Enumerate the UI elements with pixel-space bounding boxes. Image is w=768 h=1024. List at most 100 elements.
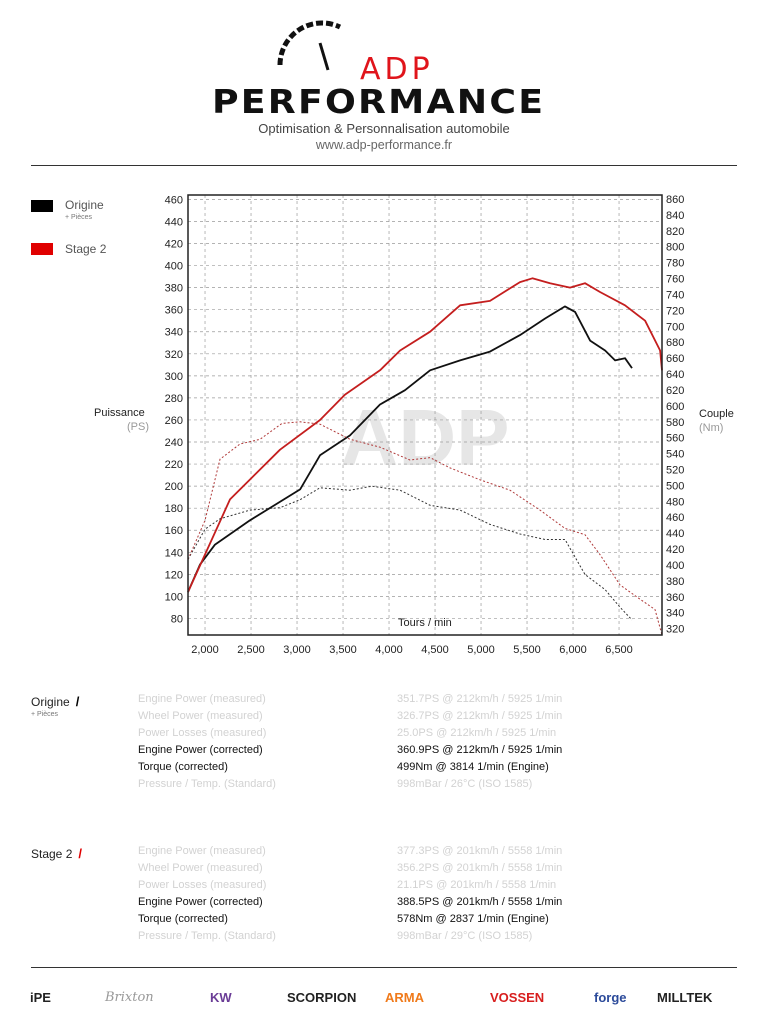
legend-sub-origine: + Pièces xyxy=(65,214,93,221)
origine-torque-line xyxy=(187,485,633,621)
y-left-tick-label: 320 xyxy=(165,349,183,361)
y-right-tick-label: 400 xyxy=(666,560,684,572)
result-label: Engine Power (corrected) xyxy=(138,896,263,908)
y-right-tick-label: 520 xyxy=(666,465,684,477)
result-value: 499Nm @ 3814 1/min (Engine) xyxy=(397,761,549,773)
y-right-tick-label: 620 xyxy=(666,385,684,397)
y-right-tick-label: 560 xyxy=(666,433,684,445)
result-label: Wheel Power (measured) xyxy=(138,710,263,722)
y-right-unit: (Nm) xyxy=(699,422,724,434)
result-value: 351.7PS @ 212km/h / 5925 1/min xyxy=(397,693,563,705)
tagline: Optimisation & Personnalisation automobi… xyxy=(258,121,510,136)
result-value: 25.0PS @ 212km/h / 5925 1/min xyxy=(397,727,557,739)
gauge-icon xyxy=(277,20,342,71)
y-left-tick-label: 100 xyxy=(165,591,183,603)
result-value: 21.1PS @ 201km/h / 5558 1/min xyxy=(397,879,557,891)
y-right-tick-label: 360 xyxy=(666,592,684,604)
y-right-tick-label: 480 xyxy=(666,496,684,508)
legend-swatch-origine xyxy=(31,200,53,212)
y-left-tick-label: 420 xyxy=(165,239,183,251)
y-left-tick-label: 80 xyxy=(171,613,183,625)
sponsor-logo: VOSSEN xyxy=(490,990,545,1005)
y-left-tick-label: 360 xyxy=(165,305,183,317)
y-left-tick-label: 180 xyxy=(165,503,183,515)
result-label: Engine Power (measured) xyxy=(138,845,266,857)
y-right-tick-label: 460 xyxy=(666,512,684,524)
y-left-unit: (PS) xyxy=(127,421,149,433)
y-right-tick-label: 580 xyxy=(666,417,684,429)
sponsor-logo: iPE xyxy=(30,990,51,1005)
dyno-chart: ADP 80 100 120 140 160 180 200 220 240 260 280 300 3… xyxy=(165,194,685,656)
result-label: Power Losses (measured) xyxy=(138,879,267,891)
result-value: 360.9PS @ 212km/h / 5925 1/min xyxy=(397,744,563,756)
result-value: 356.2PS @ 201km/h / 5558 1/min xyxy=(397,862,563,874)
y-left-title: Puissance xyxy=(94,407,145,419)
x-tick-label: 2,000 xyxy=(191,644,219,656)
y-right-tick-label: 420 xyxy=(666,544,684,556)
y-right-tick-label: 500 xyxy=(666,480,684,492)
slash-icon: / xyxy=(75,694,80,709)
y-left-tick-label: 140 xyxy=(165,547,183,559)
sponsor-logo: SCORPION xyxy=(287,990,357,1005)
result-label: Wheel Power (measured) xyxy=(138,862,263,874)
y-right-tick-label: 380 xyxy=(666,576,684,588)
x-tick-label: 3,000 xyxy=(283,644,311,656)
result-value: 998mBar / 29°C (ISO 1585) xyxy=(397,930,533,942)
website-link[interactable]: www.adp-performance.fr xyxy=(315,138,453,152)
y-right-tick-label: 760 xyxy=(666,274,684,286)
y-left-tick-label: 400 xyxy=(165,261,183,273)
y-right-tick-label: 720 xyxy=(666,305,684,317)
slash-icon: / xyxy=(78,846,82,861)
x-tick-label: 6,000 xyxy=(559,644,587,656)
x-tick-label: 4,500 xyxy=(421,644,449,656)
sponsor-logo: ARMA xyxy=(385,990,424,1005)
y-left-tick-label: 440 xyxy=(165,216,183,228)
x-axis-title: Tours / min xyxy=(398,617,452,629)
y-left-tick-label: 280 xyxy=(165,393,183,405)
y-right-tick-label: 440 xyxy=(666,528,684,540)
result-label: Engine Power (corrected) xyxy=(138,744,263,756)
result-name-text: Origine xyxy=(31,695,70,709)
divider xyxy=(31,967,737,968)
result-value: 578Nm @ 2837 1/min (Engine) xyxy=(397,913,549,925)
result-label: Pressure / Temp. (Standard) xyxy=(138,930,276,942)
y-right-tick-label: 840 xyxy=(666,210,684,222)
stage-2-power-line xyxy=(187,277,663,593)
legend-label-origine: Origine xyxy=(65,198,104,212)
y-left-tick-label: 240 xyxy=(165,437,183,449)
y-left-tick-label: 120 xyxy=(165,569,183,581)
result-value: 326.7PS @ 212km/h / 5925 1/min xyxy=(397,710,563,722)
sponsor-logo: KW xyxy=(210,990,232,1005)
y-left-tick-label: 220 xyxy=(165,459,183,471)
watermark-logo: ADP xyxy=(341,393,510,482)
result-value: 388.5PS @ 201km/h / 5558 1/min xyxy=(397,896,563,908)
result-value: 377.3PS @ 201km/h / 5558 1/min xyxy=(397,845,563,857)
y-right-tick-label: 640 xyxy=(666,369,684,381)
y-left-tick-label: 300 xyxy=(165,371,183,383)
y-left-tick-label: 200 xyxy=(165,481,183,493)
legend-swatch-stage2 xyxy=(31,243,53,255)
y-right-tick-label: 660 xyxy=(666,353,684,365)
adp-logo: ADP PERFORMANCE xyxy=(0,10,768,160)
x-tick-label: 5,000 xyxy=(467,644,495,656)
sponsor-logo: forge xyxy=(594,990,627,1005)
series-group xyxy=(187,277,663,636)
y-right-tick-label: 540 xyxy=(666,449,684,461)
y-left-tick-label: 380 xyxy=(165,283,183,295)
y-right-tick-label: 740 xyxy=(666,289,684,301)
x-tick-label: 4,000 xyxy=(375,644,403,656)
y-right-tick-label: 680 xyxy=(666,337,684,349)
x-tick-label: 3,500 xyxy=(329,644,357,656)
x-tick-label: 2,500 xyxy=(237,644,265,656)
y-right-tick-label: 320 xyxy=(666,624,684,636)
y-right-tick-label: 820 xyxy=(666,226,684,238)
x-tick-label: 6,500 xyxy=(605,644,633,656)
stage-2-torque-line xyxy=(187,421,663,636)
y-right-tick-label: 800 xyxy=(666,242,684,254)
y-right-title: Couple xyxy=(699,408,734,420)
y-right-tick-label: 860 xyxy=(666,194,684,206)
y-left-tick-label: 340 xyxy=(165,327,183,339)
y-right-tick-label: 340 xyxy=(666,608,684,620)
sponsor-logo: Brixton xyxy=(105,990,154,1005)
result-name: Stage 2 / xyxy=(31,846,82,861)
